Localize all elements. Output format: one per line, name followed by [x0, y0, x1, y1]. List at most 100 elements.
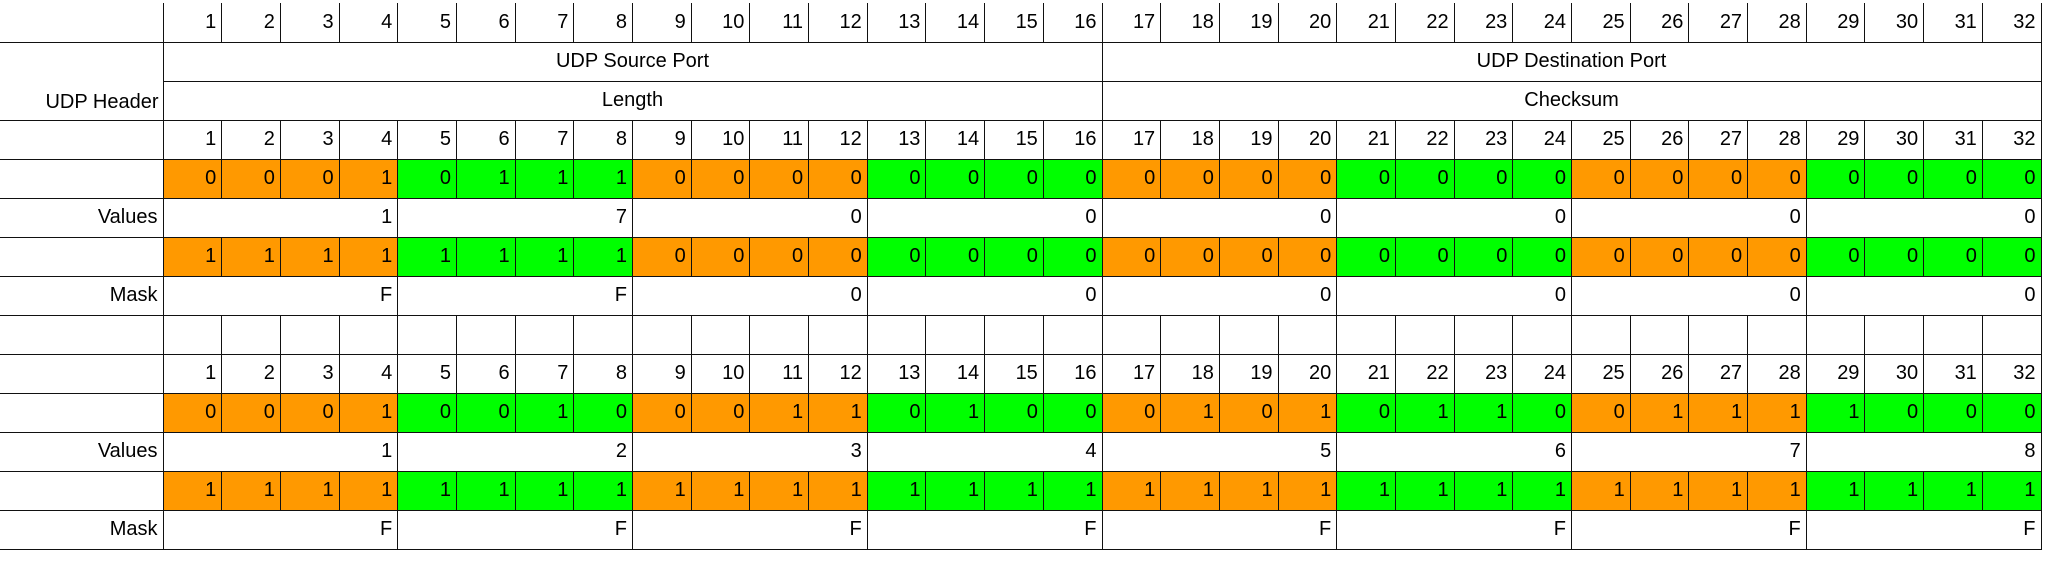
- bit-number-cell[interactable]: 27: [1688, 353, 1749, 394]
- hex-digit-cell[interactable]: F: [632, 509, 868, 550]
- bit-number-cell[interactable]: 10: [690, 119, 751, 160]
- bit-number-cell[interactable]: 5: [397, 3, 457, 43]
- bit-cell[interactable]: 1: [1805, 470, 1866, 511]
- bit-number-cell[interactable]: 8: [573, 3, 633, 43]
- bit-number-cell[interactable]: 23: [1453, 3, 1514, 43]
- hex-digit-cell[interactable]: F: [1101, 509, 1338, 550]
- hex-digit-cell[interactable]: 0: [1336, 197, 1572, 238]
- bit-number-cell[interactable]: 26: [1629, 3, 1690, 43]
- bit-cell[interactable]: 1: [514, 470, 575, 511]
- bit-cell[interactable]: 0: [1688, 158, 1749, 199]
- bit-number-cell[interactable]: 14: [925, 119, 986, 160]
- bit-cell[interactable]: 1: [1160, 470, 1220, 511]
- bit-number-cell[interactable]: 18: [1160, 3, 1220, 43]
- bit-number-cell[interactable]: 20: [1277, 3, 1338, 43]
- bit-cell[interactable]: 0: [866, 158, 927, 199]
- bit-cell[interactable]: 1: [1747, 470, 1807, 511]
- bit-number-cell[interactable]: 2: [221, 119, 281, 160]
- bit-cell[interactable]: 0: [1042, 236, 1103, 277]
- row-label[interactable]: [0, 158, 164, 199]
- bit-cell[interactable]: 1: [1747, 392, 1807, 433]
- bit-cell[interactable]: 0: [1336, 236, 1396, 277]
- bit-number-cell[interactable]: 28: [1747, 119, 1807, 160]
- bit-cell[interactable]: 0: [1394, 236, 1455, 277]
- bit-number-cell[interactable]: 31: [1923, 119, 1983, 160]
- bit-cell[interactable]: 1: [397, 236, 457, 277]
- empty-cell[interactable]: [221, 314, 281, 355]
- bit-cell[interactable]: 0: [1453, 236, 1514, 277]
- bit-cell[interactable]: 1: [338, 470, 399, 511]
- bit-number-cell[interactable]: 32: [1981, 119, 2042, 160]
- bit-cell[interactable]: 1: [984, 470, 1044, 511]
- bit-number-cell[interactable]: 24: [1512, 3, 1572, 43]
- bit-number-cell[interactable]: 26: [1629, 353, 1690, 394]
- bit-number-cell[interactable]: 24: [1512, 119, 1572, 160]
- bit-number-cell[interactable]: 21: [1336, 3, 1396, 43]
- row-label[interactable]: Mask: [0, 275, 164, 316]
- row-label[interactable]: [0, 3, 164, 43]
- bit-cell[interactable]: 0: [866, 236, 927, 277]
- bit-number-cell[interactable]: 6: [455, 353, 516, 394]
- bit-cell[interactable]: 1: [338, 158, 399, 199]
- bit-cell[interactable]: 0: [1923, 158, 1983, 199]
- bit-number-cell[interactable]: 4: [338, 3, 399, 43]
- bit-cell[interactable]: 0: [1981, 158, 2042, 199]
- bit-cell[interactable]: 1: [455, 158, 516, 199]
- row-label[interactable]: UDP Header: [0, 41, 164, 121]
- empty-cell[interactable]: [1512, 314, 1572, 355]
- bit-number-cell[interactable]: 19: [1218, 3, 1279, 43]
- empty-cell[interactable]: [1042, 314, 1103, 355]
- bit-number-cell[interactable]: 25: [1571, 353, 1631, 394]
- bit-cell[interactable]: 0: [1277, 158, 1338, 199]
- empty-cell[interactable]: [1277, 314, 1338, 355]
- hex-digit-cell[interactable]: 1: [162, 197, 399, 238]
- bit-number-cell[interactable]: 23: [1453, 353, 1514, 394]
- bit-cell[interactable]: 0: [1805, 158, 1866, 199]
- bit-number-cell[interactable]: 7: [514, 119, 575, 160]
- bit-cell[interactable]: 0: [866, 392, 927, 433]
- bit-cell[interactable]: 0: [221, 392, 281, 433]
- bit-number-cell[interactable]: 16: [1042, 353, 1103, 394]
- empty-cell[interactable]: [1981, 314, 2042, 355]
- bit-cell[interactable]: 1: [1218, 470, 1279, 511]
- bit-number-cell[interactable]: 10: [690, 3, 751, 43]
- bit-cell[interactable]: 0: [1336, 158, 1396, 199]
- bit-number-cell[interactable]: 4: [338, 353, 399, 394]
- bit-cell[interactable]: 0: [455, 392, 516, 433]
- bit-cell[interactable]: 1: [1160, 392, 1220, 433]
- bit-number-cell[interactable]: 22: [1394, 353, 1455, 394]
- bit-number-cell[interactable]: 18: [1160, 119, 1220, 160]
- row-label[interactable]: Values: [0, 431, 164, 472]
- empty-cell[interactable]: [514, 314, 575, 355]
- bit-cell[interactable]: 0: [925, 236, 986, 277]
- bit-cell[interactable]: 1: [162, 236, 223, 277]
- bit-cell[interactable]: 0: [1453, 158, 1514, 199]
- bit-cell[interactable]: 0: [1981, 392, 2042, 433]
- empty-cell[interactable]: [1453, 314, 1514, 355]
- bit-cell[interactable]: 1: [690, 470, 751, 511]
- hex-digit-cell[interactable]: 7: [1571, 431, 1807, 472]
- bit-number-cell[interactable]: 3: [279, 353, 340, 394]
- bit-cell[interactable]: 0: [397, 158, 457, 199]
- bit-cell[interactable]: 0: [1805, 236, 1866, 277]
- bit-cell[interactable]: 1: [749, 470, 810, 511]
- hex-digit-cell[interactable]: 0: [1805, 275, 2042, 316]
- bit-cell[interactable]: 1: [1629, 470, 1690, 511]
- empty-cell[interactable]: [1864, 314, 1925, 355]
- bit-cell[interactable]: 0: [690, 392, 751, 433]
- bit-cell[interactable]: 0: [1218, 158, 1279, 199]
- bit-number-cell[interactable]: 3: [279, 3, 340, 43]
- empty-cell[interactable]: [1923, 314, 1983, 355]
- bit-number-cell[interactable]: 24: [1512, 353, 1572, 394]
- hex-digit-cell[interactable]: 4: [866, 431, 1103, 472]
- empty-cell[interactable]: [632, 314, 692, 355]
- hex-digit-cell[interactable]: 0: [1336, 275, 1572, 316]
- bit-cell[interactable]: 0: [808, 158, 868, 199]
- hex-digit-cell[interactable]: 0: [632, 197, 868, 238]
- bit-number-cell[interactable]: 14: [925, 353, 986, 394]
- bit-number-cell[interactable]: 6: [455, 119, 516, 160]
- bit-number-cell[interactable]: 9: [632, 3, 692, 43]
- bit-number-cell[interactable]: 19: [1218, 353, 1279, 394]
- bit-cell[interactable]: 1: [338, 392, 399, 433]
- row-label[interactable]: [0, 392, 164, 433]
